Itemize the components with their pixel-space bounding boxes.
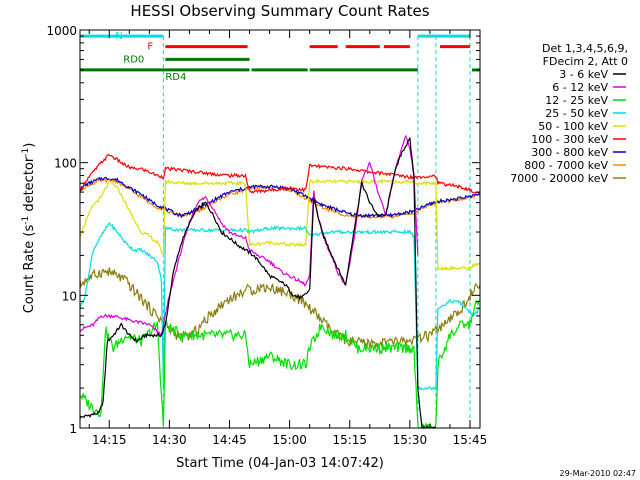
legend: Det 1,3,4,5,6,9,FDecim 2, Att 03 - 6 keV… [510,42,628,185]
axes-layer: 14:15 14:30 14:45 15:00 15:15 15:30 15:45 1 10 10… [46,24,487,447]
legend-label: 12 - 25 keV [545,94,608,107]
x-tick-label: 15:00 [272,433,307,447]
legend-header: FDecim 2, Att 0 [543,55,628,68]
series-line [79,134,419,337]
y-tick-label: 10 [62,289,77,303]
series-line [79,221,481,391]
x-tick-label: 15:30 [393,433,428,447]
x-tick-label: 14:30 [152,433,187,447]
flare-flag-label: F [147,42,153,53]
legend-label: 800 - 7000 keV [524,159,608,172]
series-layer [79,134,481,430]
y-tick-label: 1 [69,422,77,436]
legend-header: Det 1,3,4,5,6,9, [542,42,628,55]
series-line [79,267,481,350]
y-tick-label: 100 [54,157,77,171]
legend-label: 3 - 6 keV [559,68,608,81]
night-flag-label: N [115,31,122,42]
rd0-flag-label: RD0 [123,54,144,65]
legend-label: 100 - 300 keV [531,133,608,146]
y-tick-label: 1000 [46,24,77,38]
legend-label: 300 - 800 keV [531,146,608,159]
y-axis-label: Count Rate (s-1 detector-1) [21,143,37,314]
x-tick-label: 14:15 [92,433,127,447]
x-tick-label: 14:45 [212,433,247,447]
x-axis-label: Start Time (04-Jan-03 14:07:42) [176,456,384,471]
plot-frame [79,29,481,429]
chart-title: HESSI Observing Summary Count Rates [130,2,429,20]
legend-label: 50 - 100 keV [538,120,608,133]
x-tick-label: 15:15 [332,433,367,447]
timestamp: 29-Mar-2010 02:47 [560,469,637,478]
legend-label: 25 - 50 keV [545,107,608,120]
x-tick-label: 15:45 [453,433,488,447]
series-line [79,137,437,429]
series-line [79,176,481,219]
rd4-flag-label: RD4 [165,72,186,83]
legend-label: 7000 - 20000 keV [510,172,608,185]
legend-label: 6 - 12 keV [552,81,608,94]
